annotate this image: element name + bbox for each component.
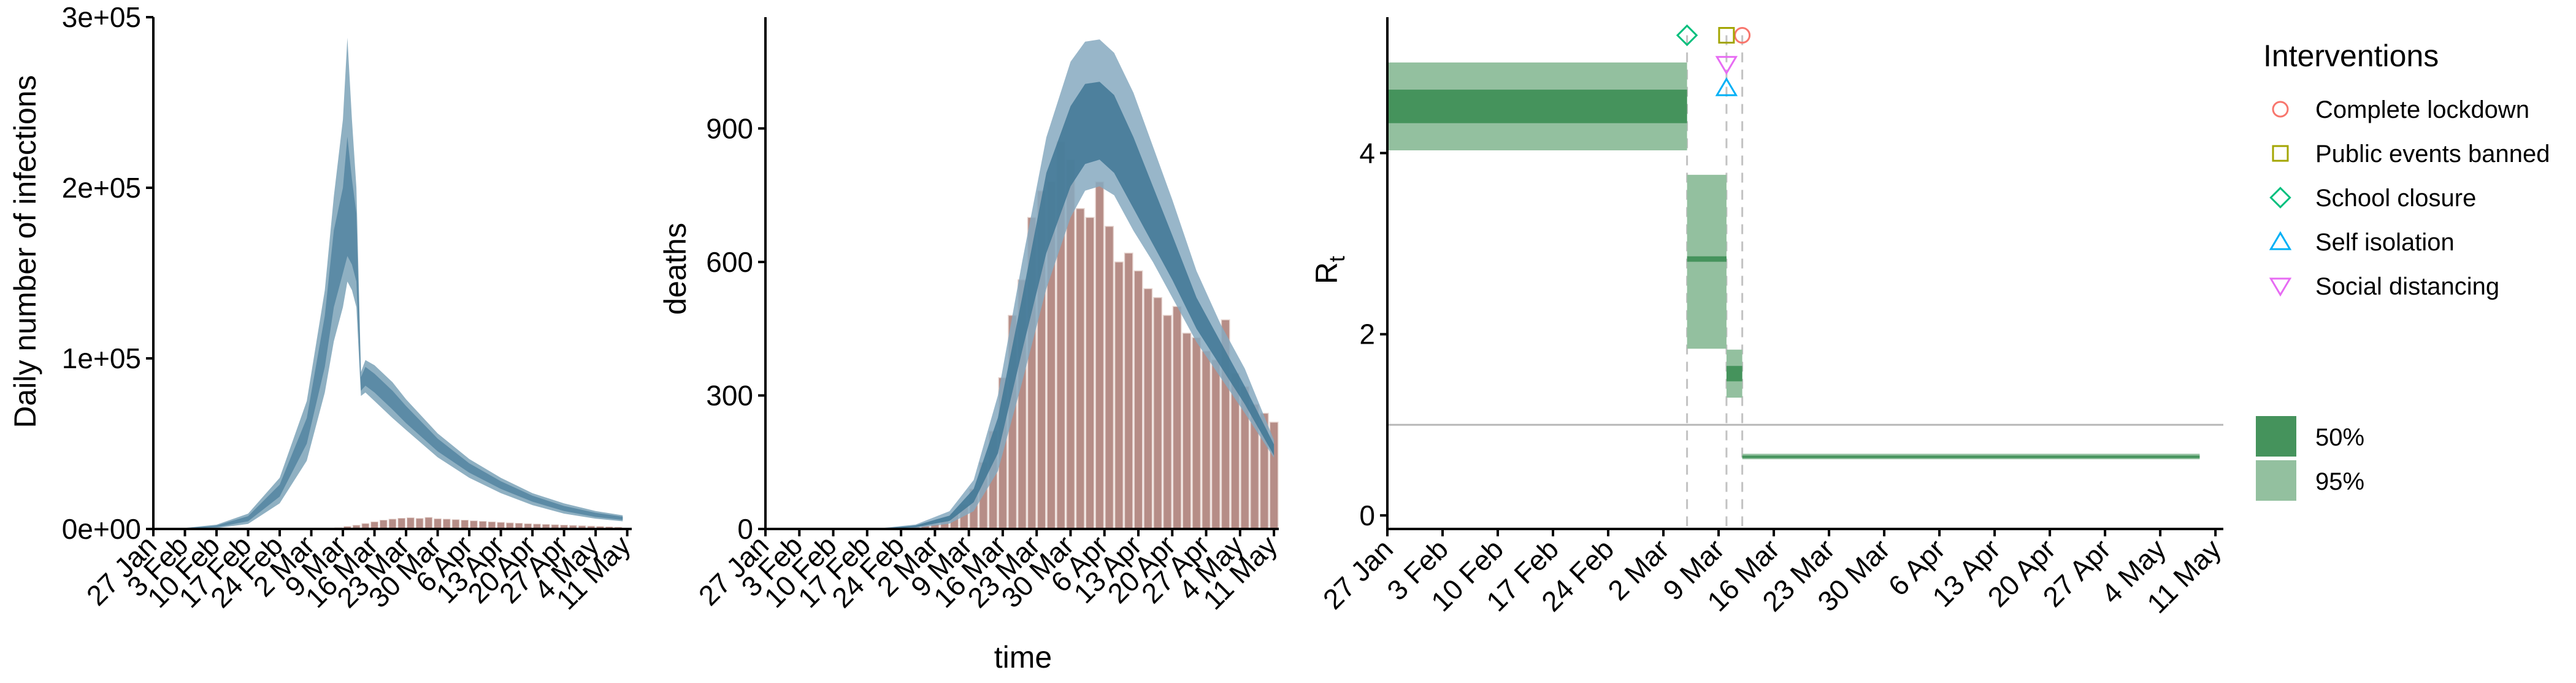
deaths-ytick-label: 600 [706,246,753,278]
rt-ytick-label: 2 [1359,318,1375,350]
rt-segments [1387,62,2200,460]
rt-ytick-label: 0 [1359,500,1375,531]
infections-bar [434,518,442,530]
legend-interval-swatch [2256,416,2296,457]
legend-marker [2269,277,2292,297]
infections-bar [388,519,397,530]
legend: Interventions Complete lockdown Public ev… [2256,39,2550,501]
rt-intervention-marker [1715,77,1738,96]
infections-bars [321,517,623,530]
deaths-bar [1095,181,1105,530]
deaths-bar [1143,288,1153,530]
infections-ylabel: Daily number of infections [8,75,42,428]
legend-intervention-label: Public events banned [2315,141,2550,168]
rt-ylabel: Rt [1309,256,1349,284]
legend-marker [2272,101,2289,118]
rt-xtick-label: 2 Mar [1601,533,1675,606]
infections-bar [397,517,406,530]
legend-marker [2269,231,2292,250]
rt-intervention-marker [1715,56,1738,75]
legend-intervention-label: Complete lockdown [2315,96,2529,123]
rt-ylabel-sub: t [1324,256,1349,262]
deaths-bar [1211,359,1221,530]
rt-intervention-marker [1734,27,1751,44]
legend-interval-swatch [2256,460,2296,501]
infections-ytick-label: 0e+00 [62,513,141,545]
deaths-xlabel: time [994,640,1052,674]
deaths-ytick-label: 900 [706,112,753,144]
legend-intervention-label: Self isolation [2315,229,2455,256]
deaths-bar [1162,315,1172,530]
rt-markers [1676,24,1751,96]
infections-bar [379,520,388,530]
deaths-bar [1105,226,1114,530]
legend-intervention-label: School closure [2315,185,2476,212]
legend-interventions: Complete lockdown Public events banned Sch… [2269,96,2550,300]
infections-band50-area [153,136,623,530]
deaths-band50-area [881,82,1275,529]
legend-interval-label: 95% [2315,468,2364,495]
deaths-band50 [881,82,1275,529]
infections-bar [407,517,415,530]
rt-intervention-marker [1718,27,1735,44]
deaths-bar [1075,208,1085,530]
infections-ytick-label: 2e+05 [62,172,141,204]
deaths-bar [1153,297,1163,530]
deaths-bar [1114,261,1124,530]
legend-intervention-label: Social distancing [2315,273,2499,300]
rt-segment-50 [1726,366,1742,382]
deaths-bar [1202,350,1211,530]
deaths-ylabel: deaths [658,223,692,315]
deaths-bar [1192,337,1202,530]
rt-xtick-label: 27 Jan [1317,533,1399,615]
infections-ytick-label: 3e+05 [62,1,141,33]
deaths-bar [1124,252,1133,530]
infections-bar [415,518,424,530]
legend-marker [2272,145,2289,162]
legend-interval-label: 50% [2315,424,2364,451]
infections-bar [470,520,478,530]
legend-intervals: 50% 95% [2256,416,2364,501]
infections-bar [442,519,451,530]
rt-segment-50 [1742,455,2200,458]
deaths-bar [1133,270,1143,530]
rt-segment-50 [1387,90,1687,123]
rt-segment-50 [1687,256,1727,262]
deaths-bar [1085,217,1095,530]
deaths-ytick-label: 300 [706,379,753,411]
infections-band50 [153,136,623,530]
deaths-bar [1172,306,1182,530]
rt-ytick-label: 4 [1359,137,1375,169]
infections-ytick-label: 1e+05 [62,342,141,374]
rt-ylabel-main: R [1309,262,1344,284]
legend-title: Interventions [2263,39,2439,73]
infections-bar [451,519,460,530]
deaths-bar [1182,333,1192,530]
infections-bar [424,517,433,530]
deaths-ytick-label: 0 [737,513,753,545]
infections-bar [461,520,469,530]
rt-intervention-marker [1676,24,1698,47]
deaths-band50-layer [881,82,1275,529]
infections-band95-area [153,37,623,529]
infections-band95 [153,37,623,529]
legend-marker [2269,187,2291,209]
